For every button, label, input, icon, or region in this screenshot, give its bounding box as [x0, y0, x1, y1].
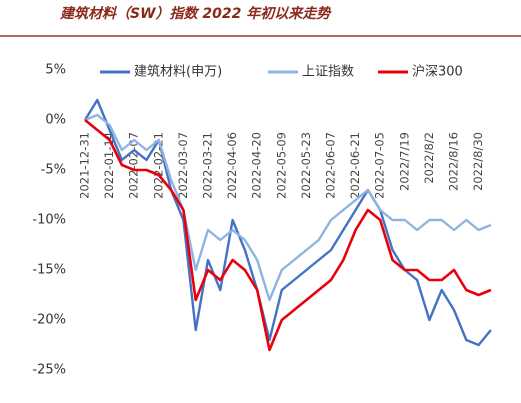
series-line: [84, 118, 492, 352]
x-tick-label: 2022/8/16: [447, 132, 461, 191]
y-tick-label: -25%: [32, 363, 66, 378]
legend-label: 上证指数: [302, 65, 354, 80]
x-tick-label: 2022-04-06: [225, 132, 239, 199]
y-tick-label: -15%: [32, 263, 66, 278]
series-line: [83, 98, 492, 347]
x-tick-label: 2022-06-21: [348, 132, 362, 199]
legend-label: 沪深300: [412, 64, 463, 80]
x-tick-label: 2021-12-31: [78, 132, 92, 199]
legend-label: 建筑材料(申万): [134, 64, 222, 80]
x-tick-label: 2022-05-23: [299, 132, 313, 199]
series-line: [84, 113, 492, 302]
y-tick-label: 0%: [45, 113, 66, 128]
x-tick-label: 2022-03-07: [176, 132, 190, 199]
x-tick-label: 2022/8/30: [471, 132, 485, 191]
y-tick-label: 5%: [45, 63, 66, 78]
y-tick-label: -20%: [32, 313, 66, 328]
x-tick-label: 2022-07-05: [373, 132, 387, 199]
chart-title: 建筑材料（SW）指数 2022 年初以来走势: [59, 5, 332, 22]
x-tick-label: 2022-03-21: [201, 132, 215, 199]
x-tick-label: 2022/8/2: [422, 132, 436, 184]
x-tick-label: 2022-05-09: [274, 132, 288, 199]
x-tick-label: 2022-02-07: [127, 132, 141, 199]
y-tick-label: -5%: [41, 163, 66, 178]
x-tick-label: 2022/7/19: [397, 132, 411, 191]
x-tick-label: 2022-04-20: [250, 132, 264, 199]
x-tick-label: 2022-06-07: [324, 132, 338, 199]
y-tick-label: -10%: [32, 213, 66, 228]
